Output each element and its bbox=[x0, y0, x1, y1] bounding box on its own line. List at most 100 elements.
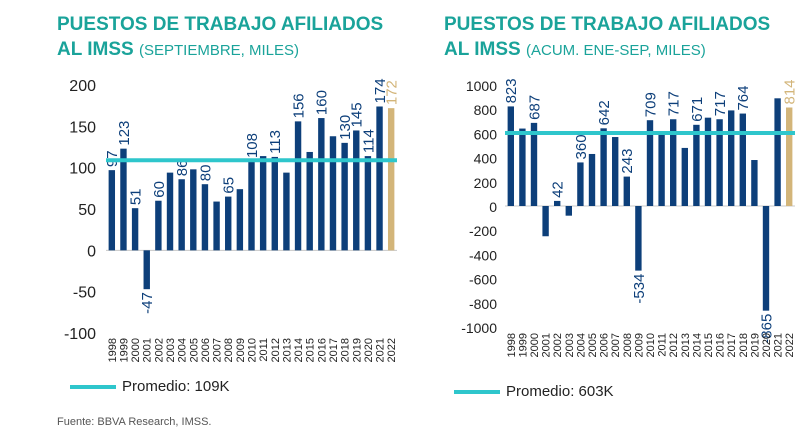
left-data-label: 130 bbox=[337, 115, 354, 140]
left-x-tick-label: 2004 bbox=[177, 338, 189, 362]
right-data-label: 360 bbox=[573, 134, 590, 159]
right-bar-2001 bbox=[542, 206, 549, 237]
right-x-tick-label: 2004 bbox=[575, 333, 587, 357]
right-bar-2012 bbox=[670, 119, 677, 206]
left-data-label: 114 bbox=[360, 129, 377, 153]
right-chart-title: PUESTOS DE TRABAJO AFILIADOS AL IMSS (AC… bbox=[444, 12, 770, 63]
right-bar-2009 bbox=[635, 206, 642, 271]
right-bar-2007 bbox=[612, 137, 619, 206]
left-x-tick-label: 2009 bbox=[235, 338, 247, 362]
right-x-tick-label: 1999 bbox=[517, 333, 529, 357]
right-x-tick-label: 2018 bbox=[738, 333, 750, 357]
right-legend-swatch bbox=[454, 389, 500, 394]
right-ytick-label: 0 bbox=[489, 199, 497, 215]
left-x-tick-label: 2011 bbox=[258, 338, 270, 362]
left-x-tick-label: 2002 bbox=[153, 338, 165, 362]
right-data-label: 671 bbox=[689, 97, 706, 122]
right-x-tick-label: 2006 bbox=[599, 333, 611, 357]
right-data-label: 642 bbox=[596, 100, 613, 125]
left-x-tick-label: 2010 bbox=[247, 338, 259, 362]
right-x-tick-label: 2001 bbox=[541, 333, 553, 357]
right-legend-label: Promedio: 603K bbox=[506, 383, 614, 400]
left-bar-2008 bbox=[225, 196, 232, 251]
left-bar-2022 bbox=[387, 108, 395, 251]
source-note: Fuente: BBVA Research, IMSS. bbox=[57, 416, 212, 428]
left-bar-2021 bbox=[376, 106, 383, 251]
right-bar-2003 bbox=[565, 206, 572, 216]
right-x-tick-label: 2022 bbox=[784, 333, 796, 357]
right-bar-2005 bbox=[588, 153, 596, 206]
right-x-tick-label: 2009 bbox=[633, 333, 645, 357]
left-data-label: 65 bbox=[221, 177, 238, 194]
left-chart-title: PUESTOS DE TRABAJO AFILIADOS AL IMSS (SE… bbox=[57, 12, 383, 63]
right-bar-2002 bbox=[554, 200, 561, 206]
right-bar-2018 bbox=[739, 113, 746, 206]
right-x-tick-label: 2005 bbox=[587, 333, 599, 357]
right-data-label: 764 bbox=[735, 86, 752, 111]
left-ytick-label: 0 bbox=[87, 243, 96, 260]
right-bar-1999 bbox=[519, 128, 526, 206]
left-bar-2016 bbox=[318, 118, 325, 251]
right-subtitle: (ACUM. ENE-SEP, MILES) bbox=[526, 42, 706, 59]
right-ytick-label: -1000 bbox=[461, 320, 497, 336]
right-bar-2017 bbox=[728, 110, 735, 206]
left-title-line2: AL IMSS bbox=[57, 39, 134, 60]
left-bar-2013 bbox=[283, 172, 290, 251]
left-x-tick-label: 2013 bbox=[281, 338, 293, 362]
left-bar-1998 bbox=[108, 170, 116, 251]
right-bar-2021 bbox=[774, 98, 781, 206]
right-bar-2011 bbox=[658, 134, 665, 206]
right-data-label: 687 bbox=[526, 95, 543, 120]
left-subtitle: (SEPTIEMBRE, MILES) bbox=[139, 42, 300, 59]
right-x-tick-label: 2017 bbox=[726, 333, 738, 357]
right-x-tick-label: 2010 bbox=[645, 333, 657, 357]
left-x-tick-label: 2021 bbox=[375, 338, 387, 362]
left-bar-2011 bbox=[259, 156, 267, 251]
left-bar-2006 bbox=[201, 184, 209, 251]
right-data-label: -865 bbox=[758, 314, 775, 344]
left-bar-2015 bbox=[306, 151, 313, 251]
left-data-label: -47 bbox=[139, 292, 156, 314]
left-data-label: 86 bbox=[174, 160, 191, 177]
right-bar-2004 bbox=[577, 162, 584, 206]
right-x-tick-label: 2015 bbox=[703, 333, 715, 357]
left-data-label: 113 bbox=[267, 130, 284, 154]
left-legend: Promedio: 109K bbox=[70, 378, 230, 395]
left-x-tick-label: 2020 bbox=[363, 338, 375, 362]
left-bar-1999 bbox=[120, 148, 127, 251]
left-bar-2005 bbox=[190, 169, 197, 251]
right-title-line2: AL IMSS bbox=[444, 39, 521, 60]
left-title-line1: PUESTOS DE TRABAJO AFILIADOS bbox=[57, 14, 384, 35]
left-bar-2019 bbox=[353, 130, 360, 251]
right-data-label: 717 bbox=[712, 91, 729, 116]
left-data-label: 123 bbox=[116, 121, 133, 146]
left-bar-2000 bbox=[131, 208, 139, 251]
right-bar-1998 bbox=[507, 106, 514, 206]
right-bar-2013 bbox=[681, 147, 688, 206]
right-bar-2022 bbox=[786, 107, 793, 206]
left-data-label: 160 bbox=[314, 90, 331, 115]
left-ytick-label: 50 bbox=[78, 202, 96, 219]
right-x-tick-label: 2011 bbox=[657, 333, 669, 357]
left-bar-2014 bbox=[294, 121, 302, 251]
right-x-tick-label: 2008 bbox=[622, 333, 634, 357]
right-ytick-label: -200 bbox=[469, 223, 497, 239]
right-ytick-label: 600 bbox=[474, 126, 498, 142]
left-x-tick-label: 2005 bbox=[188, 338, 200, 362]
right-x-tick-label: 2014 bbox=[691, 333, 703, 357]
left-bar-2007 bbox=[213, 201, 220, 251]
right-x-tick-label: 2000 bbox=[529, 333, 541, 357]
right-x-tick-label: 2007 bbox=[610, 333, 622, 357]
left-data-label: 80 bbox=[197, 165, 214, 182]
left-x-tick-label: 1999 bbox=[118, 338, 130, 362]
left-ytick-label: -100 bbox=[64, 326, 96, 343]
right-x-tick-label: 2019 bbox=[749, 333, 761, 357]
left-x-tick-label: 2015 bbox=[305, 338, 317, 362]
right-bar-2000 bbox=[530, 122, 538, 206]
left-legend-swatch bbox=[70, 384, 116, 389]
left-data-label: 60 bbox=[151, 181, 168, 198]
left-x-tick-label: 2003 bbox=[165, 338, 177, 362]
left-x-tick-label: 2014 bbox=[293, 338, 305, 362]
left-data-label: 51 bbox=[128, 188, 145, 205]
left-bar-2009 bbox=[236, 189, 244, 251]
